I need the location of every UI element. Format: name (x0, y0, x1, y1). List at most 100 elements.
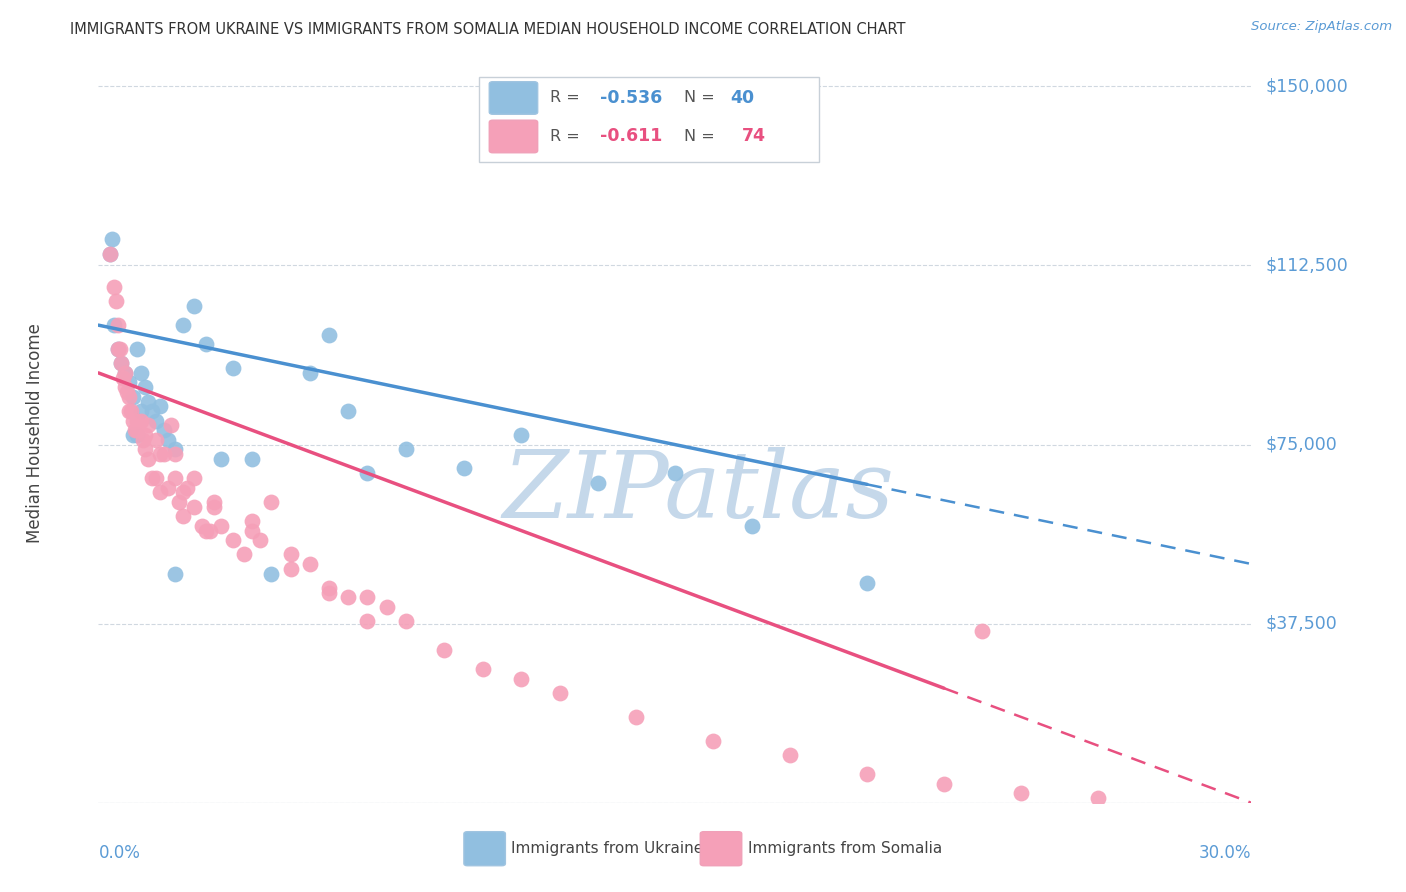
Point (337, 591, 360, 605)
Point (124, 423, 146, 437)
Point (129, 404, 152, 418)
Point (280, 548, 302, 562)
Point (149, 447, 172, 461)
Point (165, 447, 187, 461)
Point (125, 414, 148, 428)
Point (112, 370, 135, 384)
Point (356, 591, 378, 605)
Point (209, 518, 232, 533)
Point (98, 246, 121, 260)
Point (856, 576, 879, 591)
Point (433, 643, 456, 657)
Point (260, 495, 283, 509)
Point (233, 548, 256, 562)
Point (145, 433, 167, 447)
Point (298, 557, 321, 571)
Point (209, 451, 232, 466)
Point (510, 672, 533, 686)
Point (165, 442, 187, 457)
Point (149, 485, 172, 500)
Point (183, 471, 205, 485)
Point (1010, 786, 1032, 800)
Point (395, 615, 418, 629)
Point (134, 442, 156, 457)
Point (107, 342, 129, 356)
Text: Source: ZipAtlas.com: Source: ZipAtlas.com (1251, 20, 1392, 33)
Point (131, 433, 153, 447)
Text: -0.536: -0.536 (600, 89, 662, 107)
Point (318, 327, 340, 342)
Point (664, 467, 686, 481)
Point (122, 390, 145, 404)
Text: R =: R = (550, 129, 581, 144)
Point (141, 471, 163, 485)
Point (122, 428, 145, 442)
Point (117, 384, 138, 399)
Text: N =: N = (685, 90, 714, 105)
Point (356, 467, 378, 481)
Point (103, 318, 125, 333)
Point (114, 380, 136, 394)
Text: R =: R = (550, 90, 581, 105)
Point (104, 294, 127, 309)
Point (856, 767, 879, 781)
Text: 74: 74 (742, 128, 766, 145)
Point (586, 475, 609, 490)
Point (172, 509, 194, 524)
Point (471, 662, 494, 676)
Point (1087, 791, 1109, 805)
FancyBboxPatch shape (489, 120, 537, 153)
Point (779, 747, 801, 762)
Point (152, 423, 174, 437)
Text: IMMIGRANTS FROM UKRAINE VS IMMIGRANTS FROM SOMALIA MEDIAN HOUSEHOLD INCOME CORRE: IMMIGRANTS FROM UKRAINE VS IMMIGRANTS FR… (70, 22, 905, 37)
Point (118, 376, 141, 390)
Point (152, 447, 174, 461)
Point (129, 414, 152, 428)
Point (453, 461, 475, 475)
Point (122, 414, 145, 428)
Point (172, 318, 194, 333)
Point (110, 356, 132, 370)
Point (202, 495, 225, 509)
Point (145, 414, 167, 428)
Text: $112,500: $112,500 (1265, 256, 1348, 275)
Point (375, 599, 398, 614)
Point (626, 710, 648, 724)
Text: -0.611: -0.611 (600, 128, 662, 145)
Point (249, 533, 271, 547)
Point (125, 428, 148, 442)
Point (298, 366, 321, 380)
Point (141, 404, 163, 418)
Point (118, 404, 141, 418)
Point (149, 400, 172, 414)
Text: 0.0%: 0.0% (98, 844, 141, 862)
Point (160, 418, 183, 433)
Point (114, 366, 136, 380)
Point (103, 280, 125, 294)
Point (125, 423, 148, 437)
Point (156, 433, 179, 447)
Point (240, 451, 263, 466)
Point (176, 481, 198, 495)
FancyBboxPatch shape (479, 78, 818, 162)
Text: 40: 40 (730, 89, 755, 107)
Point (101, 232, 124, 246)
Point (167, 495, 190, 509)
Point (134, 380, 156, 394)
Point (138, 394, 160, 409)
Text: $37,500: $37,500 (1265, 615, 1337, 632)
Point (198, 524, 221, 538)
Point (356, 615, 378, 629)
Point (932, 777, 955, 791)
Point (972, 624, 994, 638)
Point (741, 518, 763, 533)
Point (110, 356, 132, 370)
Point (191, 518, 214, 533)
Text: Immigrants from Ukraine: Immigrants from Ukraine (512, 841, 703, 856)
Point (118, 390, 141, 404)
Point (548, 686, 571, 700)
Point (702, 733, 724, 747)
Point (108, 342, 131, 356)
Point (156, 481, 179, 495)
Text: N =: N = (685, 129, 714, 144)
